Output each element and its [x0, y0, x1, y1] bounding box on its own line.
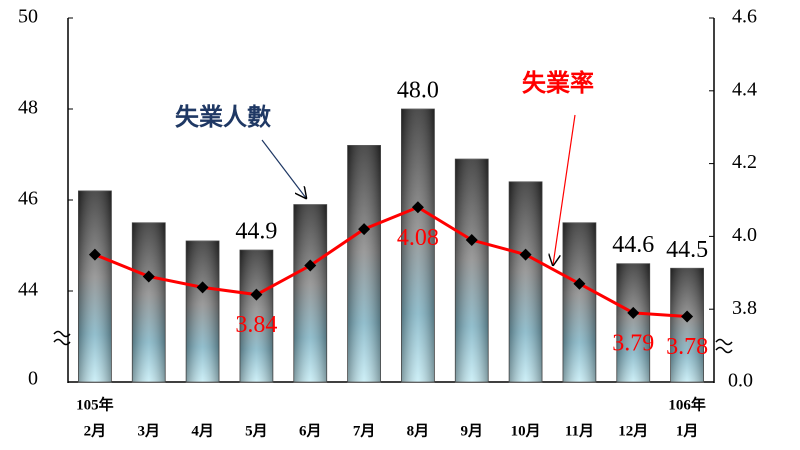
x-tick-label: 5月	[245, 422, 268, 439]
y2-tick-label: 4.0	[732, 224, 757, 246]
bar-shade	[562, 222, 596, 382]
y2-tick-label: 3.8	[732, 297, 757, 319]
y-tick-label: 48	[18, 97, 38, 119]
x-group-label: 105年	[76, 395, 114, 413]
marker	[142, 270, 155, 283]
annotation: 失業率	[522, 69, 594, 97]
x-tick-label: 1月	[676, 422, 699, 439]
marker	[304, 259, 317, 272]
bar-shade	[132, 222, 166, 382]
bar-shade	[401, 109, 435, 382]
x-tick-label: 8月	[407, 422, 430, 439]
axis-break	[715, 338, 733, 354]
line-value-label: 3.79	[612, 330, 654, 356]
y2-tick-label: 4.2	[732, 151, 757, 173]
line	[94, 205, 688, 318]
x-tick-label: 9月	[460, 422, 483, 439]
bar-shade	[616, 263, 650, 382]
line-value-label: 3.78	[666, 334, 708, 360]
y-tick-label: 50	[18, 6, 38, 28]
marker	[573, 277, 586, 290]
bar-shade	[455, 159, 489, 382]
annotation-arrow	[261, 139, 306, 198]
annotation-arrow	[553, 114, 576, 265]
line-value-label: 3.84	[235, 312, 277, 338]
marker	[627, 306, 640, 319]
bar-shade	[347, 145, 381, 382]
x-tick-label: 3月	[137, 422, 160, 439]
bar-value-label: 44.9	[235, 219, 277, 245]
y2-tick-label: 4.4	[732, 78, 757, 100]
bar-value-label: 44.5	[666, 237, 708, 263]
bar-value-label: 48.0	[397, 78, 439, 104]
y2-tick-label: 4.6	[732, 6, 757, 28]
marker	[681, 310, 694, 323]
x-tick-label: 2月	[84, 422, 107, 439]
annotation: 失業人數	[175, 103, 271, 131]
bar-shade	[186, 240, 220, 382]
bar-shade	[670, 268, 704, 382]
marker	[88, 248, 101, 261]
bar-shade	[78, 190, 112, 382]
y-tick-label: 44	[18, 279, 38, 301]
bar-shade	[293, 204, 327, 382]
x-tick-label: 11月	[565, 422, 594, 439]
x-tick-label: 4月	[191, 422, 214, 439]
marker	[358, 223, 371, 236]
x-tick-label: 6月	[299, 422, 322, 439]
x-group-label: 106年	[668, 395, 706, 413]
y-break-label: 0	[28, 368, 38, 390]
bar-shade	[239, 250, 273, 382]
marker	[196, 281, 209, 294]
line-value-label: 4.08	[397, 225, 439, 251]
bar-shade	[509, 181, 543, 382]
marker	[411, 201, 424, 214]
marker	[465, 234, 478, 247]
marker	[250, 288, 263, 301]
x-tick-label: 7月	[353, 422, 376, 439]
x-tick-label: 10月	[511, 422, 541, 439]
y2-break-label: 0.0	[728, 370, 753, 392]
x-tick-label: 12月	[618, 422, 648, 439]
bar-value-label: 44.6	[612, 232, 654, 258]
marker	[519, 248, 532, 261]
axis-break	[53, 330, 71, 346]
y-tick-label: 46	[18, 188, 38, 210]
